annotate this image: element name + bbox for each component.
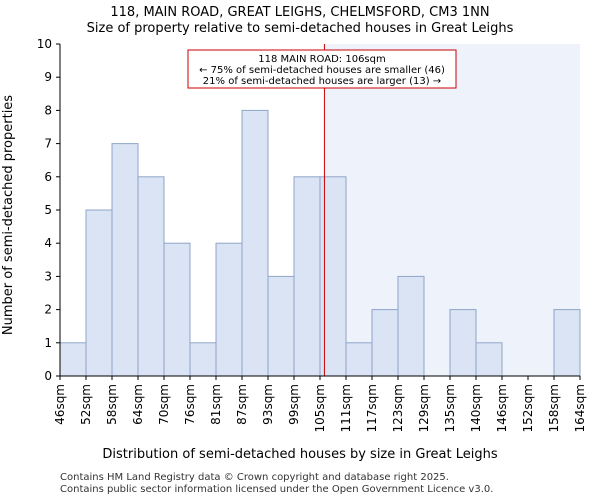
x-tick-label: 52sqm	[79, 384, 93, 425]
x-tick-label: 158sqm	[547, 384, 561, 432]
x-tick-label: 152sqm	[521, 384, 535, 432]
y-tick-label: 9	[44, 70, 52, 84]
x-tick-label: 117sqm	[365, 384, 379, 432]
bar-135sqm	[449, 309, 477, 377]
x-tick-label: 123sqm	[391, 384, 405, 432]
x-tick-label: 99sqm	[287, 384, 301, 425]
x-tick-label: 87sqm	[235, 384, 249, 425]
x-tick-label: 105sqm	[313, 384, 327, 432]
bar-140sqm	[475, 342, 503, 377]
footer-line-2: Contains public sector information licen…	[60, 484, 494, 495]
x-tick-label: 129sqm	[417, 384, 431, 432]
bar-111sqm	[345, 342, 373, 377]
x-tick-label: 93sqm	[261, 384, 275, 425]
bar-52sqm	[85, 209, 113, 377]
x-tick-label: 76sqm	[183, 384, 197, 425]
x-tick-label: 58sqm	[105, 384, 119, 425]
bar-105sqm	[319, 176, 347, 377]
y-tick-label: 8	[44, 103, 52, 117]
y-tick-label: 2	[44, 303, 52, 317]
bar-93sqm	[267, 275, 295, 377]
annotation-line-2: ← 75% of semi-detached houses are smalle…	[199, 65, 445, 76]
bar-70sqm	[163, 242, 191, 377]
annotation-line-1: 118 MAIN ROAD: 106sqm	[258, 54, 385, 65]
bar-81sqm	[215, 242, 243, 377]
chart-title: 118, MAIN ROAD, GREAT LEIGHS, CHELMSFORD…	[110, 5, 489, 20]
x-tick-label: 146sqm	[495, 384, 509, 432]
y-tick-label: 1	[44, 336, 52, 350]
chart-subtitle: Size of property relative to semi-detach…	[87, 21, 514, 36]
bar-158sqm	[553, 309, 581, 377]
x-axis-title: Distribution of semi-detached houses by …	[102, 447, 497, 462]
annotation-box	[187, 49, 457, 89]
y-ticks-group: 0 1 2 3 4 5 6 7 8 9 10	[37, 37, 60, 383]
x-tick-label: 140sqm	[469, 384, 483, 432]
footer-line-1: Contains HM Land Registry data © Crown c…	[60, 472, 449, 483]
x-tick-label: 81sqm	[209, 384, 223, 425]
annotation-line-3: 21% of semi-detached houses are larger (…	[203, 76, 441, 87]
x-ticks-group: 46sqm 52sqm 58sqm 64sqm 70sqm 76sqm 81sqm 87sqm…	[53, 376, 587, 432]
x-tick-label: 46sqm	[53, 384, 67, 425]
y-axis-title: Number of semi-detached properties	[1, 95, 16, 335]
bar-87sqm	[241, 109, 269, 377]
y-tick-label: 3	[44, 269, 52, 283]
x-tick-label: 111sqm	[339, 384, 353, 432]
bar-46sqm	[59, 342, 87, 377]
bar-58sqm	[111, 143, 139, 377]
bar-99sqm	[293, 176, 321, 377]
y-tick-label: 4	[44, 236, 52, 250]
y-tick-label: 10	[37, 37, 52, 51]
x-tick-label: 164sqm	[573, 384, 587, 432]
bar-64sqm	[137, 176, 165, 377]
y-tick-label: 6	[44, 170, 52, 184]
y-tick-label: 5	[44, 203, 52, 217]
bar-76sqm	[189, 342, 217, 377]
x-tick-label: 70sqm	[157, 384, 171, 425]
x-tick-label: 135sqm	[443, 384, 457, 432]
bar-117sqm	[371, 309, 399, 377]
y-tick-label: 0	[44, 369, 52, 383]
y-tick-label: 7	[44, 137, 52, 151]
bar-123sqm	[397, 275, 425, 377]
x-tick-label: 64sqm	[131, 384, 145, 425]
